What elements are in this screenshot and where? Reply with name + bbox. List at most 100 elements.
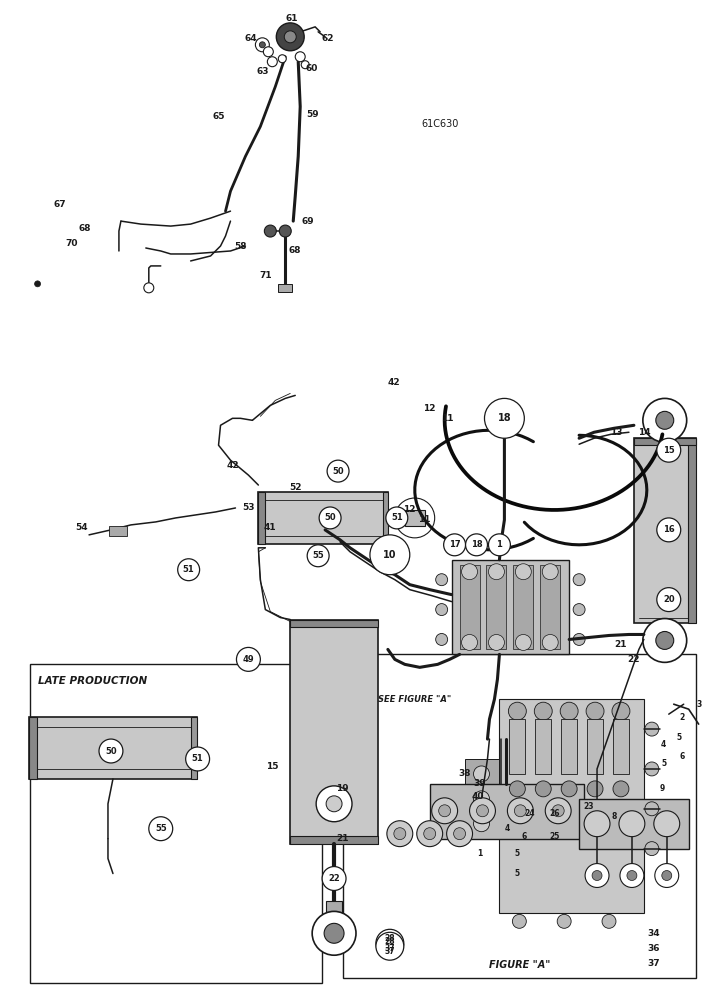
Bar <box>343 654 696 978</box>
Bar <box>587 719 603 774</box>
Circle shape <box>657 518 680 542</box>
Text: 51: 51 <box>192 754 203 763</box>
Circle shape <box>324 923 344 943</box>
Circle shape <box>592 871 602 881</box>
Text: 5: 5 <box>661 759 666 768</box>
Circle shape <box>144 283 154 293</box>
Circle shape <box>489 634 504 650</box>
Text: 50: 50 <box>332 467 344 476</box>
Text: 3: 3 <box>696 700 701 709</box>
Circle shape <box>35 281 40 287</box>
Circle shape <box>545 798 571 824</box>
Circle shape <box>586 702 604 720</box>
Circle shape <box>178 559 200 581</box>
Circle shape <box>417 821 442 847</box>
Bar <box>579 799 689 849</box>
Circle shape <box>643 398 687 442</box>
Text: 18: 18 <box>498 413 511 423</box>
Circle shape <box>99 739 123 763</box>
Circle shape <box>573 633 585 645</box>
Circle shape <box>474 766 489 782</box>
Circle shape <box>322 867 346 890</box>
Text: 12: 12 <box>423 404 436 413</box>
Circle shape <box>462 564 477 580</box>
Text: 11: 11 <box>418 515 431 524</box>
Text: 4: 4 <box>661 740 666 749</box>
Text: 20: 20 <box>663 595 675 604</box>
Circle shape <box>655 864 679 887</box>
Text: 40: 40 <box>472 792 484 801</box>
Text: 68: 68 <box>289 246 302 255</box>
Text: 24: 24 <box>524 809 535 818</box>
Bar <box>326 901 342 913</box>
Bar <box>535 719 552 774</box>
Text: 13: 13 <box>610 428 622 437</box>
Circle shape <box>376 929 404 957</box>
Circle shape <box>432 798 457 824</box>
Circle shape <box>312 911 356 955</box>
Circle shape <box>326 796 342 812</box>
Circle shape <box>462 634 477 650</box>
Circle shape <box>387 821 413 847</box>
Circle shape <box>316 786 352 822</box>
Bar <box>29 717 38 779</box>
Circle shape <box>435 574 447 586</box>
Text: 34: 34 <box>648 929 660 938</box>
Bar <box>464 759 499 839</box>
Text: 37: 37 <box>648 959 660 968</box>
Text: 71: 71 <box>259 271 272 280</box>
Bar <box>190 717 197 779</box>
Text: 28
37: 28 37 <box>384 934 395 953</box>
Bar <box>29 717 197 779</box>
Circle shape <box>376 932 404 960</box>
Circle shape <box>557 914 571 928</box>
Bar <box>687 438 696 623</box>
Circle shape <box>259 42 266 48</box>
Bar <box>30 664 322 983</box>
Text: 60: 60 <box>306 64 319 73</box>
Text: 68: 68 <box>78 224 91 233</box>
Circle shape <box>508 798 533 824</box>
Bar <box>459 565 479 649</box>
Text: 62: 62 <box>322 34 334 43</box>
Text: 51: 51 <box>183 565 195 574</box>
Circle shape <box>508 702 526 720</box>
Circle shape <box>627 871 637 881</box>
Circle shape <box>268 57 278 67</box>
Circle shape <box>285 31 296 43</box>
Text: 1: 1 <box>477 849 482 858</box>
Circle shape <box>657 438 680 462</box>
Circle shape <box>515 634 531 650</box>
Text: 17: 17 <box>449 540 460 549</box>
Circle shape <box>454 828 466 840</box>
Text: 4: 4 <box>505 824 510 833</box>
Circle shape <box>279 225 291 237</box>
Circle shape <box>515 564 531 580</box>
Circle shape <box>613 781 629 797</box>
Text: 5: 5 <box>676 733 681 742</box>
Text: 16: 16 <box>663 525 675 534</box>
Circle shape <box>276 23 304 51</box>
Circle shape <box>657 588 680 612</box>
Circle shape <box>587 781 603 797</box>
Text: 9: 9 <box>659 784 664 793</box>
Bar <box>509 719 525 774</box>
Circle shape <box>656 411 674 429</box>
Circle shape <box>301 61 309 69</box>
Text: SEE FIGURE "A": SEE FIGURE "A" <box>378 695 451 704</box>
Circle shape <box>149 817 173 841</box>
Circle shape <box>370 535 410 575</box>
Circle shape <box>476 805 489 817</box>
Text: 19: 19 <box>336 784 348 793</box>
Text: 61C630: 61C630 <box>421 119 458 129</box>
Circle shape <box>573 574 585 586</box>
Text: 22: 22 <box>628 655 640 664</box>
Text: 39: 39 <box>473 779 486 788</box>
Bar <box>383 492 388 544</box>
Circle shape <box>435 604 447 616</box>
Circle shape <box>263 47 273 57</box>
Bar <box>513 565 533 649</box>
Text: 8: 8 <box>611 812 617 821</box>
Text: 12: 12 <box>404 505 416 514</box>
Circle shape <box>423 828 435 840</box>
